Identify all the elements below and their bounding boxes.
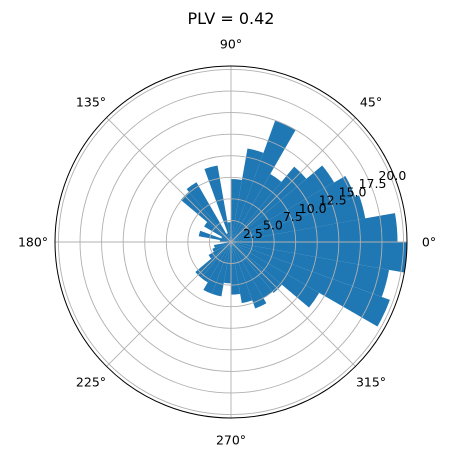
angle-tick-label-135: 135° [76, 94, 106, 109]
bar-90 [227, 222, 231, 242]
bar-20 [231, 176, 356, 242]
bar-290 [231, 242, 267, 309]
angle-tick-label-45: 45° [360, 94, 382, 109]
bar-170 [219, 240, 231, 242]
bar-150 [221, 236, 231, 242]
bar-120 [186, 182, 231, 242]
bar-200 [212, 242, 231, 252]
bar-300 [231, 242, 273, 299]
bar-350 [231, 242, 407, 273]
radial-tick-label-2: 7.5 [283, 209, 303, 224]
radial-tick-label-0: 2.5 [243, 226, 263, 241]
bar-10 [231, 195, 366, 242]
angular-gridline-315 [230, 241, 356, 367]
bar-240 [203, 242, 231, 294]
angle-tick-label-0: 0° [422, 235, 436, 250]
bar-30 [231, 165, 335, 242]
bar-60 [231, 120, 296, 242]
polar-frame [54, 65, 408, 419]
labels-layer: 0° 45° 90° 135° 180° 225° 270° 315° 2.55.07.510.… [18, 37, 436, 448]
radial-tick-label-5: 15.0 [339, 184, 367, 199]
angle-tick-label-270: 270° [216, 433, 246, 448]
radial-tick-label-4: 12.5 [319, 193, 347, 208]
bar-160 [198, 230, 231, 242]
angular-gridline-45 [230, 117, 356, 243]
bar-270 [231, 242, 241, 295]
angular-gridline-135 [106, 117, 232, 243]
bar-190 [214, 242, 231, 248]
bar-70 [231, 148, 264, 242]
bar-80 [231, 179, 242, 242]
radial-tick-label-7: 20.0 [378, 168, 406, 183]
grid-layer [54, 65, 408, 419]
chart-title: PLV = 0.42 [188, 9, 275, 28]
bar-140 [204, 222, 231, 242]
bar-100 [204, 165, 231, 242]
bar-340 [231, 242, 390, 297]
angle-tick-label-180: 180° [18, 235, 48, 250]
bar-320 [231, 242, 320, 308]
bar-330 [231, 242, 390, 327]
bar-280 [231, 242, 253, 304]
bar-260 [223, 242, 231, 284]
radial-tick-label-6: 17.5 [359, 176, 387, 191]
angle-tick-label-315: 315° [356, 375, 386, 390]
radial-tick-label-3: 10.0 [299, 201, 327, 216]
bar-0 [231, 213, 398, 242]
bar-230 [201, 242, 231, 283]
angle-tick-label-225: 225° [76, 375, 106, 390]
angle-tick-label-90: 90° [220, 37, 242, 52]
angular-gridline-225 [106, 241, 232, 367]
bar-110 [226, 233, 231, 242]
radial-tick-label-1: 5.0 [263, 217, 283, 232]
bar-210 [208, 242, 231, 259]
